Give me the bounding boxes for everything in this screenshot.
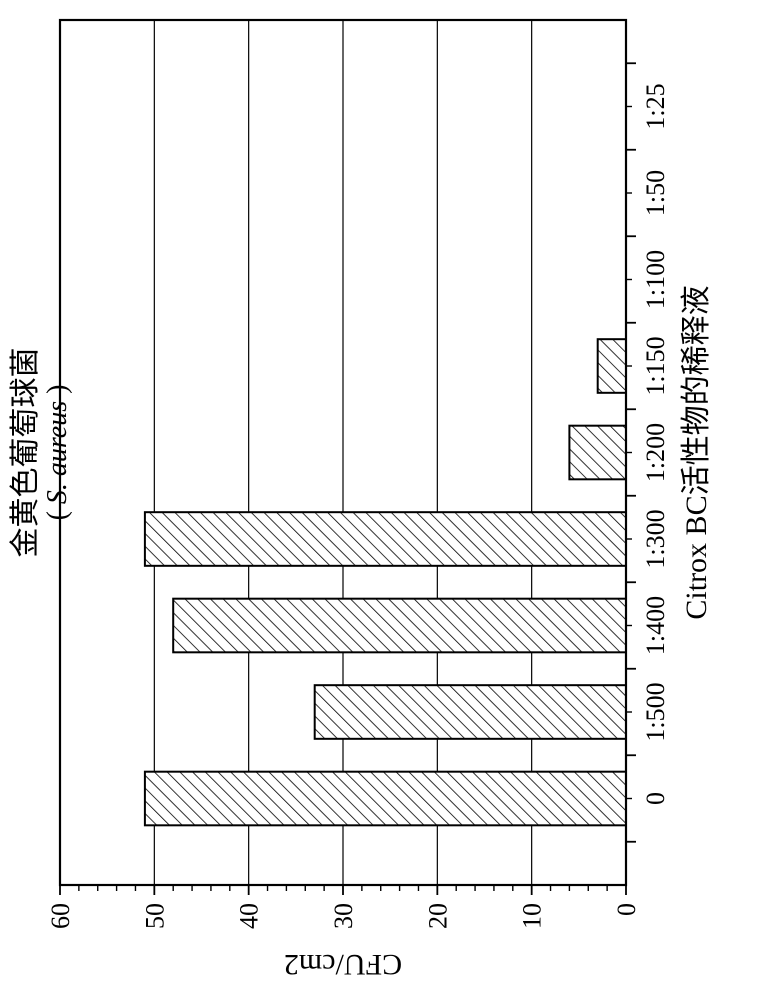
x-axis-label: Citrox BC活性物的稀释液 [680, 285, 713, 619]
y-tick-label: 30 [329, 903, 358, 929]
y-tick-label: 10 [518, 903, 547, 929]
x-tick-label: 1:300 [641, 509, 670, 568]
y-ticks [60, 885, 626, 895]
y-tick-label: 50 [140, 903, 169, 929]
x-tick-label: 1:150 [641, 336, 670, 395]
subtitle-paren-close: ) [42, 385, 73, 401]
x-ticks [626, 63, 636, 842]
x-tick-label: 1:50 [641, 170, 670, 216]
bar-hatch [569, 426, 626, 480]
subtitle-paren-open: ( [42, 504, 73, 520]
y-tick-label: 0 [612, 903, 641, 916]
x-tick-label: 1:100 [641, 250, 670, 309]
x-tick-label: 1:200 [641, 423, 670, 482]
bar-hatch [598, 339, 626, 393]
bar-hatch [145, 512, 626, 566]
bar-hatch [173, 599, 626, 653]
bars [145, 339, 626, 825]
x-tick-label: 1:25 [641, 83, 670, 129]
y-tick-label: 20 [423, 903, 452, 929]
x-tick-labels: 0 1:500 1:400 1:300 1:200 1:150 1:100 1:50 1:25 [641, 83, 670, 805]
chart-title: 金黄色葡萄球菌 [9, 348, 42, 558]
y-axis-label: CFU/cm2 [284, 948, 402, 981]
y-tick-labels: 0 10 20 30 40 50 60 [46, 903, 641, 929]
chart-subtitle: ( S. aureus ) [42, 385, 73, 521]
y-tick-label: 40 [235, 903, 264, 929]
x-tick-label: 1:500 [641, 682, 670, 741]
x-tick-label: 1:400 [641, 596, 670, 655]
bar-chart: 0 10 20 30 40 50 60 0 1:500 1:400 1:300 1:200 1:150… [0, 0, 761, 1000]
bar-hatch [315, 685, 626, 739]
bar-hatch [145, 772, 626, 826]
y-tick-label: 60 [46, 903, 75, 929]
gridlines [154, 20, 531, 885]
plot-area [60, 20, 636, 895]
x-tick-label: 0 [641, 792, 670, 805]
subtitle-species: S. aureus [42, 401, 73, 504]
